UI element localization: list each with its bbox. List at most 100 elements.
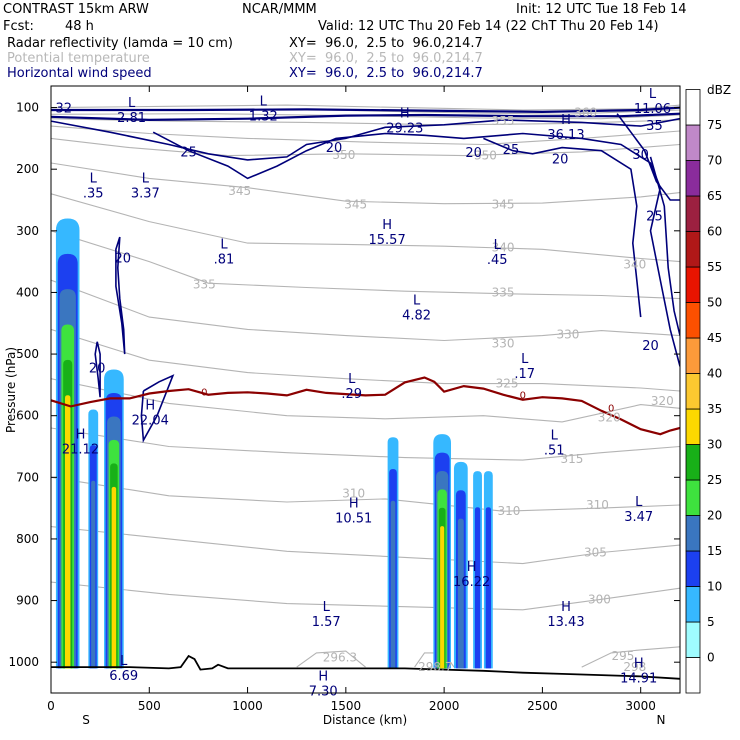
freezing-level-label-1: 0 [520, 391, 526, 402]
extremum-kind: L [128, 96, 136, 111]
extremum-value: .51 [544, 444, 565, 459]
field-wind-xy: XY= 96.0, 2.5 to 96.0,214.7 [289, 66, 483, 81]
extremum-value: 3.47 [624, 510, 653, 525]
colorbar-swatch-12 [685, 231, 701, 268]
y-tick-label-500: 500 [16, 347, 39, 361]
extremum-kind: L [348, 372, 356, 387]
reflectivity-cell-3-band-15 [390, 500, 396, 669]
reflectivity-cell-7-band-10 [485, 507, 492, 669]
colorbar-swatch-5 [685, 479, 701, 516]
extremum-kind: H [561, 113, 571, 128]
colorbar-swatch-15 [685, 124, 701, 161]
colorbar-label-0: 0 [707, 651, 715, 665]
colorbar-label-10: 10 [707, 580, 722, 594]
field-wind-name: Horizontal wind speed [7, 66, 152, 81]
reflectivity-cell-6-band-10 [474, 507, 481, 669]
theta-label-20: 305 [584, 545, 607, 559]
colorbar-label-55: 55 [707, 260, 722, 274]
freezing-level-line [51, 376, 680, 436]
colorbar-swatch-9 [685, 337, 701, 374]
extremum-15: L.51 [544, 429, 565, 459]
extremum-value: 1.57 [312, 615, 341, 630]
theta-label-12: 330 [557, 327, 580, 341]
colorbar-label-50: 50 [707, 296, 722, 310]
reflectivity-cell-2-band-30 [111, 486, 117, 669]
colorbar-swatch-3 [685, 550, 701, 587]
init-time: Init: 12 UTC Tue 18 Feb 14 [516, 2, 687, 17]
colorbar-label-15: 15 [707, 544, 722, 558]
colorbar-label-45: 45 [707, 331, 722, 345]
extremum-kind: L [494, 238, 502, 253]
wind-label-9: 20 [642, 339, 659, 354]
colorbar-swatch-6 [685, 444, 701, 481]
plot-frame [50, 85, 681, 694]
colorbar-swatch-13 [685, 195, 701, 232]
extremum-11: L.17 [514, 352, 535, 382]
extremum-kind: H [634, 657, 644, 672]
extremum-kind: L [413, 294, 421, 309]
theta-label-7: 340 [492, 240, 515, 254]
extremum-kind: H [382, 218, 392, 233]
colorbar-swatch-4 [685, 515, 701, 552]
extremum-kind: H [561, 600, 571, 615]
y-tick-label-900: 900 [16, 594, 39, 608]
colorbar-label-30: 30 [707, 438, 722, 452]
freezing-level-label-2: 0 [608, 404, 614, 415]
forecast-label: Fcst: [3, 19, 34, 34]
forecast-hour: 48 h [65, 19, 94, 34]
theta-label-10: 335 [492, 285, 515, 299]
theta-label-4: 345 [228, 184, 251, 198]
theta-label-17: 310 [342, 486, 365, 500]
reflectivity-cell-4-band-30 [440, 526, 445, 669]
y-tick-label-700: 700 [16, 470, 39, 484]
theta-label-13: 325 [496, 377, 519, 391]
wind-label-6: 35 [646, 119, 663, 134]
extremum-0: L2.81 [117, 96, 146, 126]
theta-label-15: 320 [651, 394, 674, 408]
wind-label-5: 20 [552, 153, 569, 168]
theta-label-9: 335 [193, 277, 216, 291]
extremum-3: H36.13 [547, 113, 584, 143]
theta-label-22: 298.7 [418, 660, 452, 674]
extremum-5: L.35 [83, 172, 104, 202]
wind-label-1: 25 [180, 145, 197, 160]
extremum-value: 15.57 [369, 233, 406, 248]
y-tick-label-600: 600 [16, 409, 39, 423]
colorbar-label-60: 60 [707, 225, 722, 239]
extremum-kind: L [551, 429, 559, 444]
extremum-value: 4.82 [402, 309, 431, 324]
extremum-value: 14.91 [620, 672, 657, 687]
extremum-value: 29.23 [386, 121, 423, 136]
wind-label-2: 20 [326, 141, 343, 156]
x-tick-label-1500: 1500 [331, 699, 362, 713]
theta-label-19: 310 [586, 498, 609, 512]
y-axis-label: Pressure (hPa) [4, 347, 18, 433]
extremum-value: .29 [341, 387, 362, 402]
wind-label-4: 25 [503, 143, 520, 158]
colorbar-swatch-2 [685, 586, 701, 623]
colorbar: dBZ 0 5 10 15 20 25 30 35 40 45 50 55 60 65 70 75 [685, 83, 731, 694]
theta-label-18: 310 [498, 504, 521, 518]
x-tick-label-0: 0 [47, 699, 55, 713]
extremum-value: 7.30 [309, 685, 338, 700]
colorbar-swatch-16 [685, 89, 701, 126]
valid-time: Valid: 12 UTC Thu 20 Feb 14 (22 ChT Thu … [318, 19, 659, 34]
extremum-kind: L [142, 172, 150, 187]
extremum-value: 16.22 [453, 575, 490, 590]
terrain [51, 654, 680, 680]
extremum-kind: H [467, 560, 477, 575]
extremum-14: H21.12 [62, 427, 99, 457]
colorbar-label-70: 70 [707, 154, 722, 168]
theta-label-1: 355 [492, 114, 515, 128]
colorbar-swatch-1 [685, 621, 701, 658]
y-tick-label-200: 200 [16, 162, 39, 176]
extremum-kind: L [323, 600, 331, 615]
extremum-value: 2.81 [117, 111, 146, 126]
extremum-kind: H [349, 496, 359, 511]
x-tick-label-1000: 1000 [232, 699, 263, 713]
field-reflectivity-xy: XY= 96.0, 2.5 to 96.0,214.7 [289, 36, 483, 51]
extremum-8: H15.57 [369, 218, 406, 248]
extremum-18: H16.22 [453, 560, 490, 590]
axes: Pressure (hPa) Distance (km) S N 1002003… [4, 86, 680, 727]
